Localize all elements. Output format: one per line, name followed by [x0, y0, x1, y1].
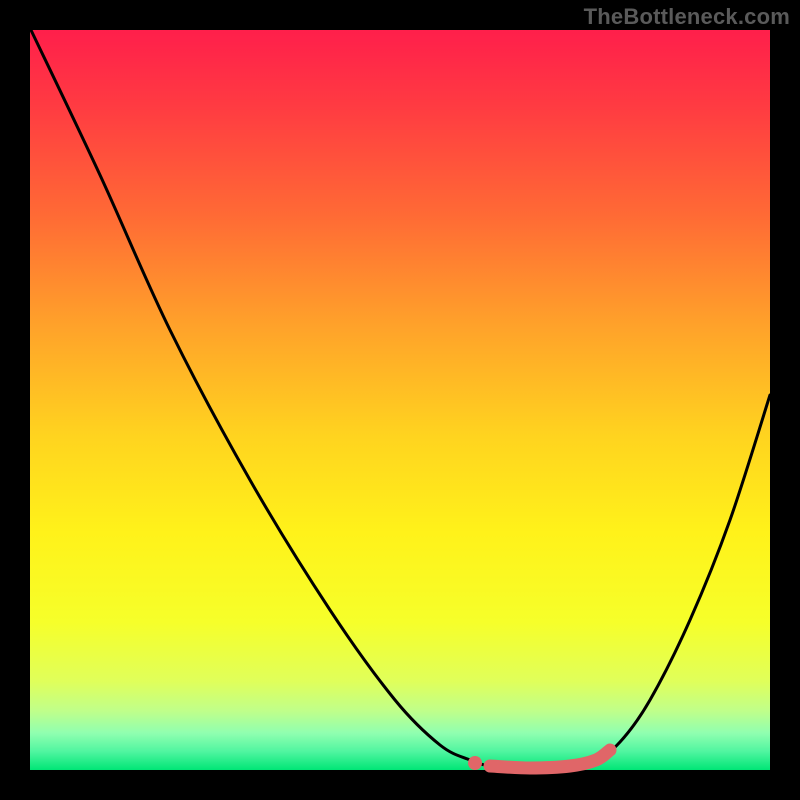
optimal-point-dot: [468, 756, 482, 770]
watermark-text: TheBottleneck.com: [584, 4, 790, 30]
bottleneck-chart: [0, 0, 800, 800]
plot-background: [30, 30, 770, 770]
chart-container: TheBottleneck.com: [0, 0, 800, 800]
